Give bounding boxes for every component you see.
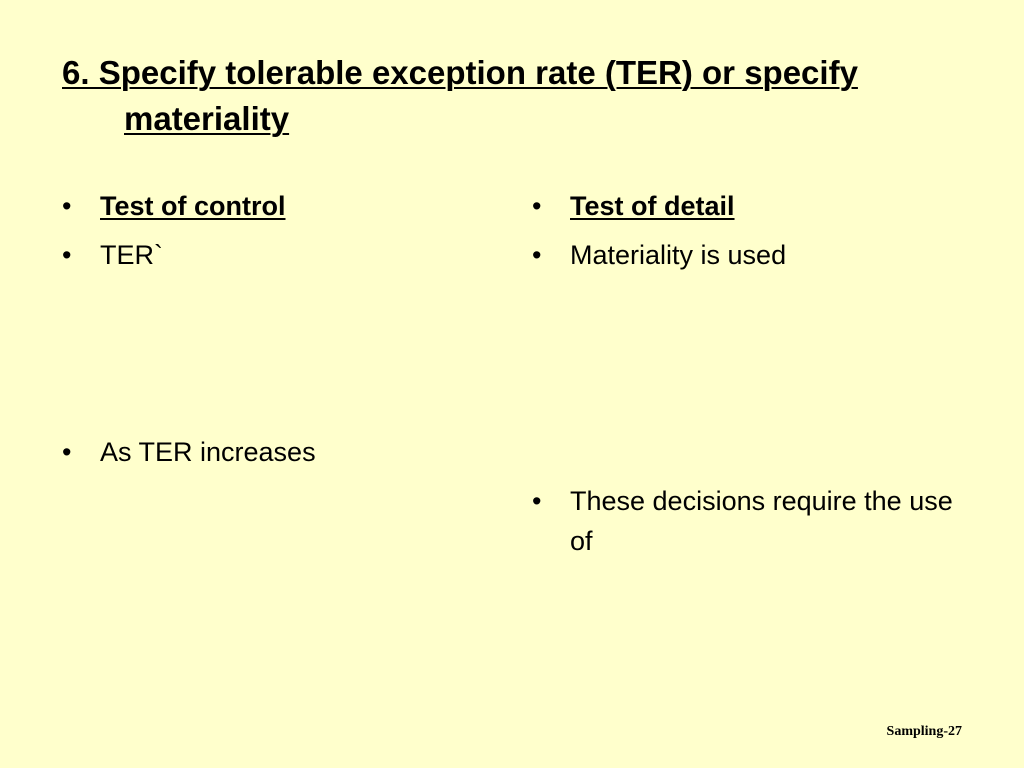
right-heading: Test of detail [570,191,735,221]
title-line-2: materiality [124,100,290,137]
left-bullet-2-text: As TER increases [100,437,316,467]
left-heading-bullet: • Test of control [62,186,286,226]
bullet-dot: • [532,191,542,221]
left-bullet-2: • As TER increases [62,432,316,472]
slide-title: 6. Specify tolerable exception rate (TER… [62,50,962,142]
right-bullet-2: • These decisions require the use of [532,481,970,561]
bullet-dot: • [62,240,72,270]
bullet-dot: • [62,437,72,467]
right-bullet-1-text: Materiality is used [570,240,787,270]
title-line-1: 6. Specify tolerable exception rate (TER… [62,54,858,91]
slide-footer: Sampling-27 [886,724,962,739]
bullet-dot: • [532,486,542,516]
bullet-dot: • [62,191,72,221]
right-heading-bullet: • Test of detail [532,186,735,226]
bullet-dot: • [532,240,542,270]
right-bullet-2-text: These decisions require the use of [570,486,953,556]
right-bullet-1: • Materiality is used [532,235,786,275]
left-heading: Test of control [100,191,286,221]
left-bullet-1-text: TER` [100,240,163,270]
left-bullet-1: • TER` [62,235,163,275]
title-line-2-wrapper: materiality [62,96,962,142]
